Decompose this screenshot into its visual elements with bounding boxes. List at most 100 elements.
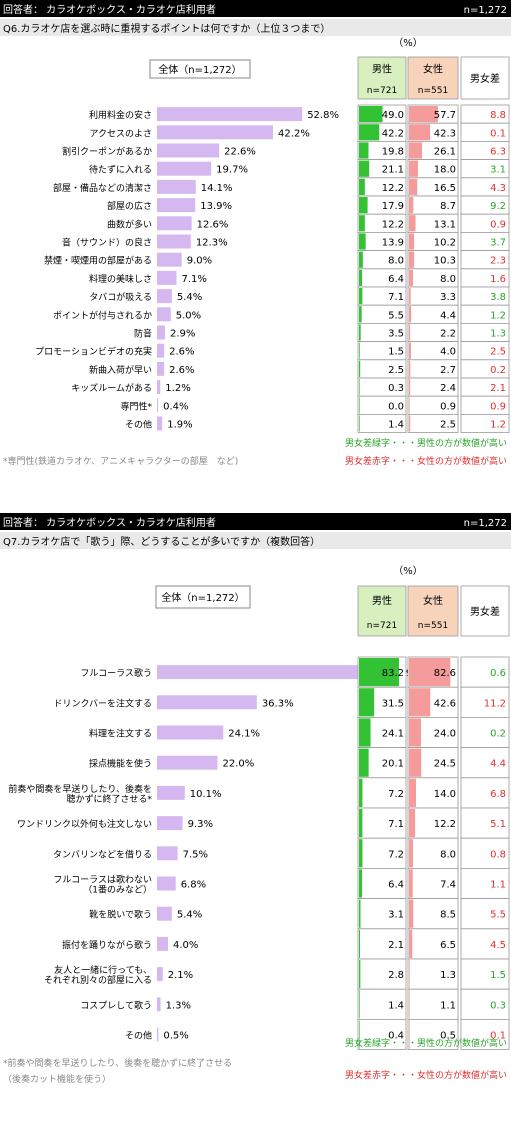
legend-red: 男女差赤字・・・女性の方が数値が高い	[345, 455, 507, 467]
question-text: Q6.カラオケ店を選ぶ時に重視するポイントは何ですか（上位３つまで）	[3, 22, 330, 35]
male-bar	[359, 269, 363, 286]
total-value-label: 5.4%	[177, 910, 202, 921]
diff-value: 3.7	[490, 238, 506, 249]
male-value: 7.2	[388, 789, 404, 800]
female-bar	[409, 718, 421, 747]
male-bar	[359, 1020, 360, 1049]
total-value-label: 2.6%	[169, 347, 194, 358]
table-cell	[407, 898, 459, 930]
male-bar	[359, 342, 360, 359]
female-bar	[409, 688, 431, 717]
diff-value: 1.2	[490, 310, 506, 321]
total-value-label: 7.1%	[182, 274, 207, 285]
male-bar	[359, 306, 362, 323]
total-value-label: 1.3%	[166, 1000, 191, 1011]
female-value: 2.2	[440, 329, 456, 340]
female-bar	[409, 929, 413, 958]
total-bar	[157, 161, 212, 176]
female-bar	[409, 197, 414, 214]
header-n: n=1,272	[464, 518, 507, 529]
male-value: 1.5	[388, 347, 404, 358]
male-bar	[359, 160, 370, 177]
male-bar	[359, 215, 365, 232]
female-bar	[409, 960, 410, 989]
female-value: 57.7	[434, 110, 456, 121]
male-header: 男性	[372, 594, 392, 607]
male-bar	[359, 929, 361, 958]
female-bar	[409, 251, 415, 268]
total-bar	[157, 967, 163, 982]
diff-value: 1.6	[490, 274, 506, 285]
category-label: 曲数が多い	[107, 218, 152, 230]
male-value: 2.5	[388, 365, 404, 376]
diff-value: 1.2	[490, 420, 506, 431]
female-value: 24.0	[434, 729, 456, 740]
category-label: 料理の美味しさ	[89, 273, 152, 285]
male-bar	[359, 397, 360, 414]
header-respondent: 回答者： カラオケボックス・カラオケ店利用者	[3, 3, 216, 16]
total-value-label: 2.6%	[169, 365, 194, 376]
diff-value: 1.3	[490, 329, 506, 340]
male-value: 8.0	[388, 256, 404, 267]
category-label: フルコーラス歌う	[80, 667, 152, 679]
female-value: 8.0	[440, 849, 456, 860]
total-value-label: 42.2%	[278, 128, 310, 139]
diff-value: 2.3	[490, 256, 506, 267]
female-bar	[409, 748, 422, 777]
female-bar	[409, 658, 451, 687]
male-bar	[359, 178, 365, 195]
total-box	[155, 585, 251, 609]
female-header-bg	[407, 585, 459, 637]
female-value: 0.5	[440, 1031, 456, 1042]
diff-value: 0.3	[490, 1000, 506, 1011]
female-bar	[409, 778, 416, 807]
diff-value: 0.2	[490, 729, 506, 740]
total-bar	[157, 416, 163, 431]
male-bar	[359, 142, 369, 159]
total-value-label: 0.4%	[163, 401, 188, 412]
total-value-label: 5.0%	[176, 310, 201, 321]
total-label: 全体（n=1,272）	[158, 63, 241, 76]
male-bar	[359, 748, 369, 777]
male-value: 49.0	[382, 110, 404, 121]
category-label: ワンドリンク以外何も注文しない	[17, 818, 152, 830]
male-value: 3.5	[388, 329, 404, 340]
total-value-label: 0.5%	[163, 1031, 188, 1042]
category-label: タバコが吸える	[89, 291, 152, 303]
female-bar	[409, 990, 410, 1019]
total-value-label: 1.2%	[165, 383, 190, 394]
female-bar	[409, 1020, 410, 1049]
female-value: 18.0	[434, 165, 456, 176]
total-bar	[157, 906, 172, 921]
diff-value: 4.5	[490, 940, 506, 951]
total-bar	[157, 343, 165, 358]
total-box	[149, 59, 251, 79]
diff-header-bg	[460, 56, 510, 100]
female-value: 42.3	[434, 128, 456, 139]
male-value: 0.0	[388, 401, 404, 412]
table-cell	[357, 928, 407, 960]
male-value: 5.5	[388, 310, 404, 321]
female-value: 2.5	[440, 420, 456, 431]
diff-value: 4.4	[490, 759, 506, 770]
table-cell	[407, 1019, 459, 1051]
total-bar	[157, 107, 303, 122]
diff-header: 男女差	[470, 72, 500, 85]
female-bar	[409, 178, 418, 195]
female-bar	[409, 106, 438, 123]
female-bar	[409, 342, 411, 359]
female-value: 2.7	[440, 365, 456, 376]
question-text: Q7.カラオケ店で「歌う」際、どうすることが多いですか（複数回答）	[3, 535, 320, 548]
diff-value: 0.1	[490, 1031, 506, 1042]
table-cell	[460, 717, 510, 749]
diff-value: 5.1	[490, 819, 506, 830]
total-value-label: 52.8%	[307, 110, 339, 121]
table-cell	[460, 413, 510, 433]
table-cell	[357, 837, 407, 869]
total-bar	[157, 936, 168, 951]
header-bar	[0, 0, 511, 17]
category-label: ポイントが付与されるか	[53, 309, 152, 321]
male-bar	[359, 233, 366, 250]
female-value: 1.1	[440, 1000, 456, 1011]
male-bar	[359, 197, 368, 214]
